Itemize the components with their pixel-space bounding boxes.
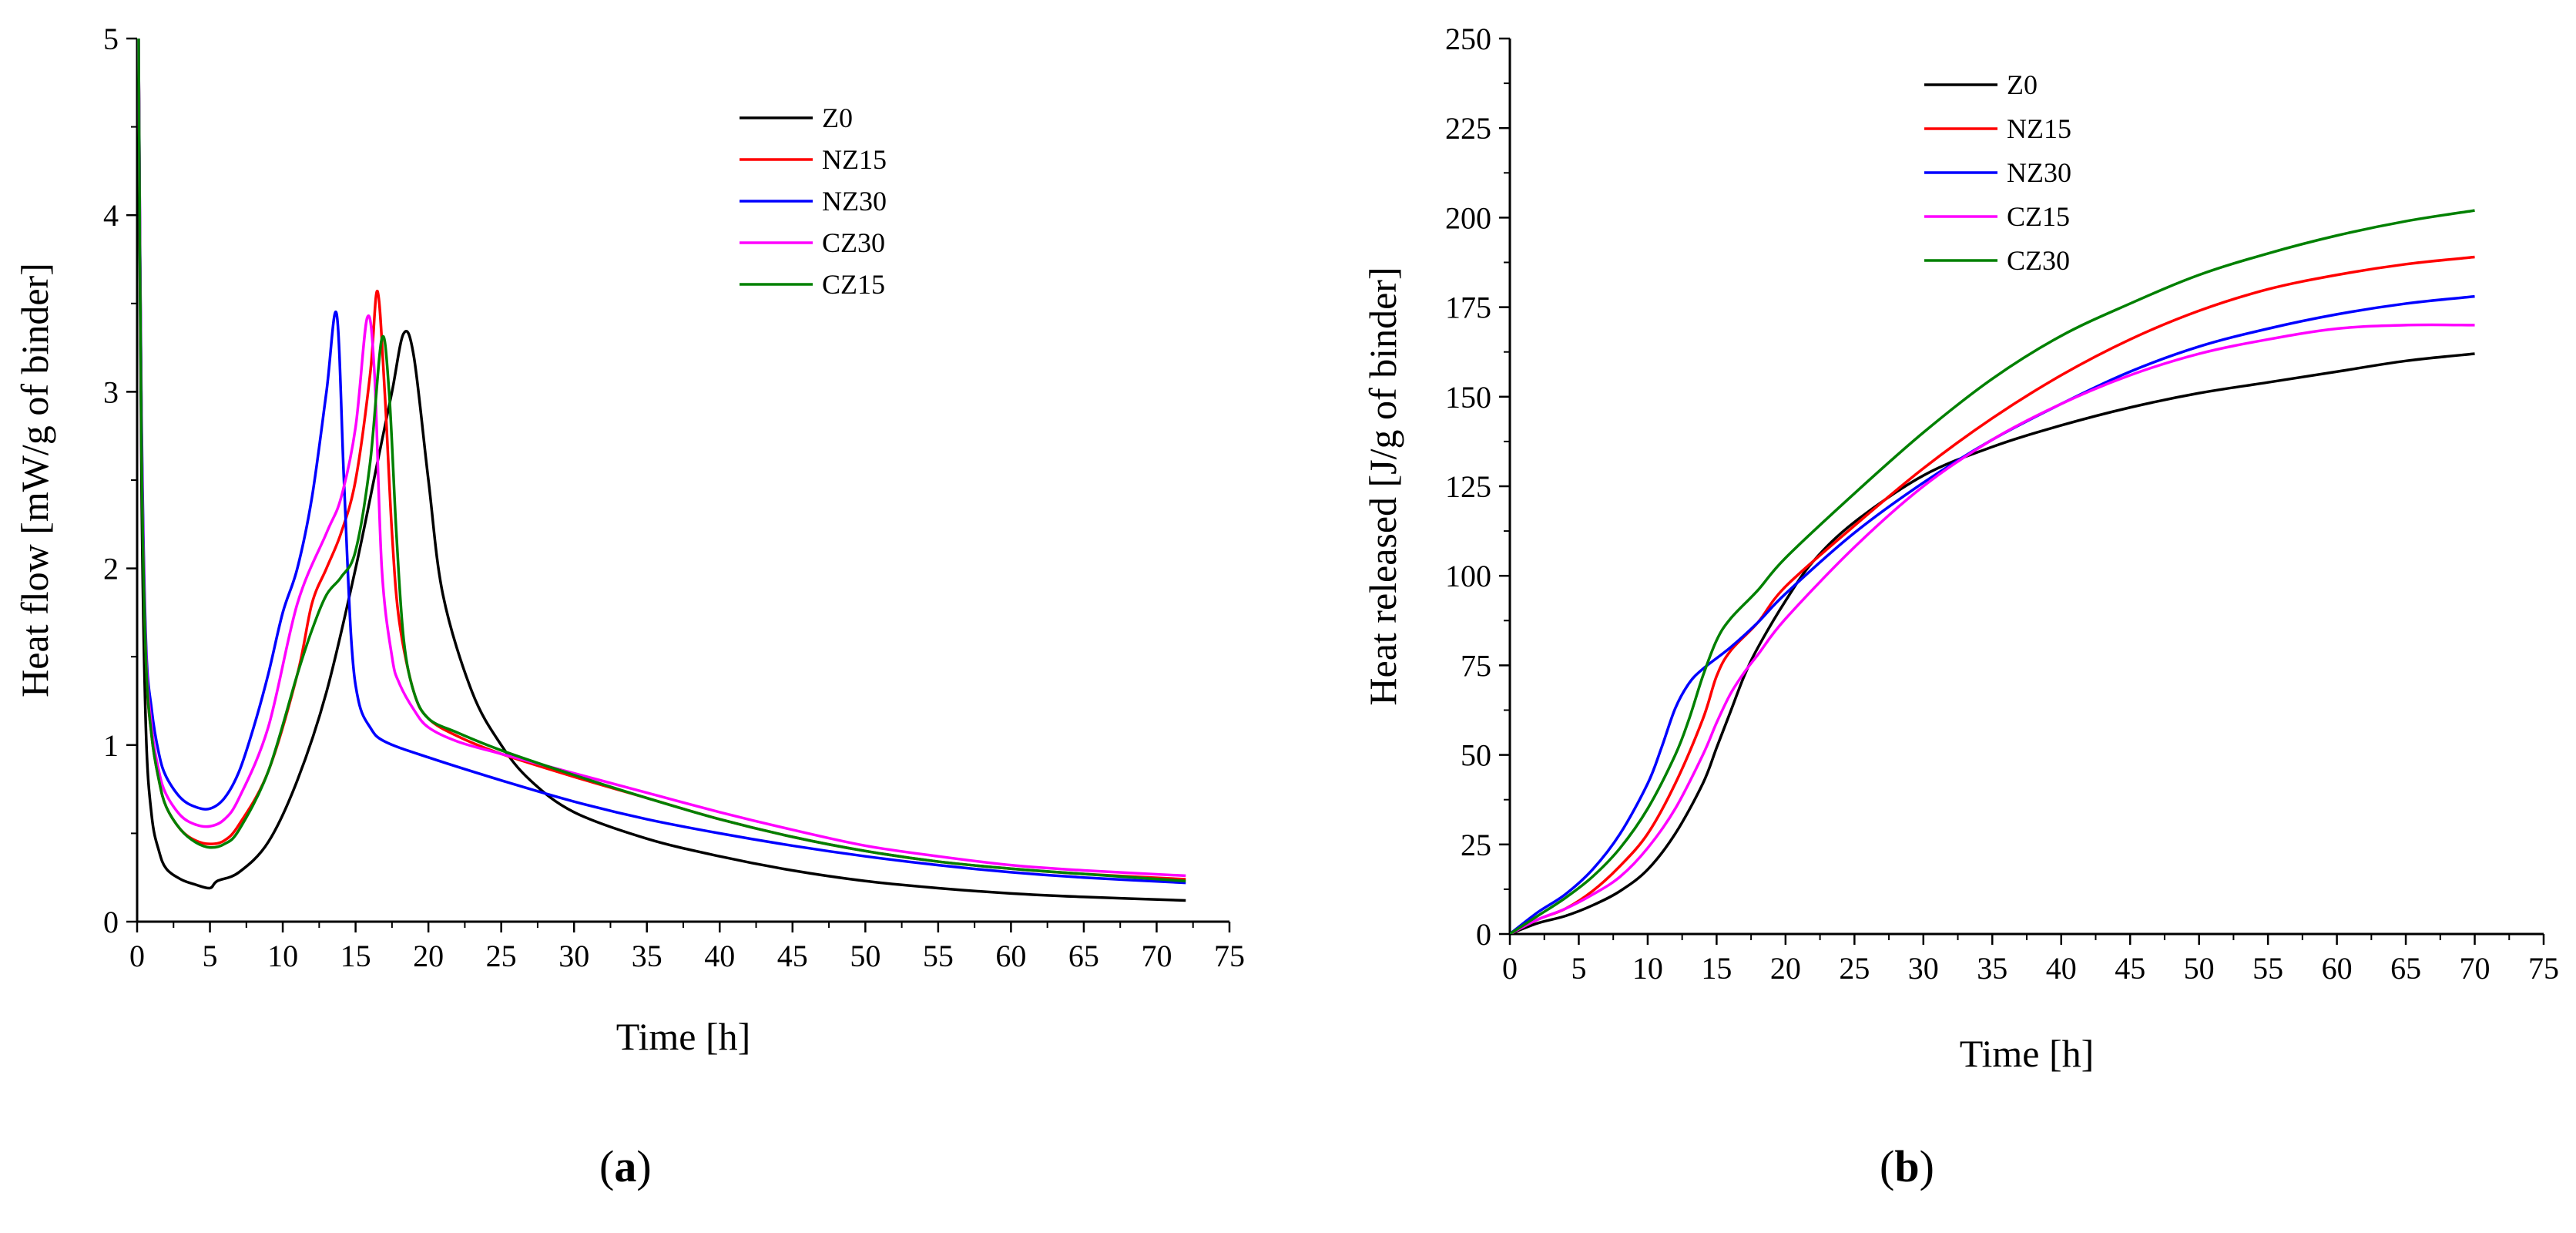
chart-b-y-tick-label: 175 [1445,291,1491,325]
chart-b-y-tick-label: 150 [1445,380,1491,415]
chart-a-x-tick-label: 70 [1141,939,1172,973]
chart-a-x-tick-label: 10 [267,939,298,973]
chart-b-series-nz15 [1510,255,2475,934]
chart-a-legend-label-z0: Z0 [822,102,853,133]
chart-a-series-cz30 [137,39,1186,878]
chart-b-y-tick-label: 50 [1461,738,1491,773]
chart-b-legend-label-cz15: CZ15 [2007,201,2070,232]
chart-a-legend-label-cz30: CZ30 [822,227,885,258]
chart-b-y-tick-label: 250 [1445,22,1491,56]
chart-a-x-tick-label: 60 [995,939,1026,973]
chart-a-series-cz15 [137,39,1186,883]
chart-a-x-axis-title: Time [h] [616,1015,751,1058]
chart-b-legend-label-cz30: CZ30 [2007,245,2070,276]
chart-a: 0 5 10 15 20 25 30 35 40 45 50 55 60 65 70 75012345Time… [13,22,1245,1058]
chart-b-legend-label-nz15: NZ15 [2007,113,2071,144]
chart-a-y-tick-label: 5 [103,22,119,56]
chart-b-y-tick-label: 125 [1445,469,1491,504]
chart-b-x-tick-label: 10 [1632,951,1663,986]
chart-a-y-tick-label: 1 [103,728,119,763]
chart-b-x-axis-title: Time [h] [1960,1032,2095,1075]
chart-b-x-tick-label: 30 [1908,951,1939,986]
chart-a-legend: Z0 NZ15 NZ30 CZ30 CZ15 [740,102,887,300]
chart-b-x-tick-label: 75 [2528,951,2559,986]
chart-a-series-z0 [137,39,1186,902]
chart-a-x-tick-label: 5 [203,939,218,973]
chart-b-legend-label-z0: Z0 [2007,69,2038,100]
panel-label-a: (a) [599,1141,652,1191]
chart-a-x-tick-label: 45 [777,939,808,973]
chart-b-x-tick-label: 50 [2184,951,2215,986]
chart-b-x-tick-label: 5 [1571,951,1586,986]
chart-b-x-tick-label: 40 [2046,951,2077,986]
chart-b-y-tick-label: 225 [1445,111,1491,146]
chart-b-x-tick-label: 70 [2460,951,2490,986]
chart-a-y-tick-label: 4 [103,198,119,233]
panel-label-b: (b) [1880,1141,1934,1191]
chart-a-legend-label-cz15: CZ15 [822,269,885,300]
chart-a-x-tick-label: 0 [129,939,145,973]
chart-b-y-tick-label: 25 [1461,828,1491,862]
chart-b-series-cz15 [1510,323,2475,934]
chart-a-y-axis-title: Heat flow [mW/g of binder] [13,263,56,697]
chart-a-series-nz30 [137,39,1186,885]
chart-b-legend-label-nz30: NZ30 [2007,157,2071,188]
panel-label-a-text: a [614,1141,637,1191]
panel-label-b-text: b [1894,1141,1920,1191]
chart-a-x-tick-label: 15 [340,939,371,973]
chart-b-x-tick-label: 15 [1701,951,1732,986]
chart-a-x-tick-label: 75 [1214,939,1245,973]
chart-b: 0 5 10 15 20 25 30 35 40 45 50 55 60 65 70 75 0 25 50 75 100… [1361,22,2559,1075]
chart-a-x-tick-label: 25 [486,939,517,973]
chart-b-legend: Z0 NZ15 NZ30 CZ15 CZ30 [1924,69,2071,276]
chart-a-legend-label-nz30: NZ30 [822,186,887,217]
chart-b-y-tick-label: 200 [1445,200,1491,235]
chart-b-y-axis-title: Heat released [J/g of binder] [1361,267,1404,705]
chart-a-y-tick-label: 2 [103,552,119,586]
chart-b-series-cz30 [1510,209,2475,934]
chart-a-x-tick-label: 65 [1068,939,1099,973]
chart-a-x-tick-label: 35 [632,939,662,973]
chart-a-legend-label-nz15: NZ15 [822,144,887,175]
chart-a-x-tick-label: 30 [558,939,589,973]
chart-a-x-tick-label: 40 [704,939,735,973]
chart-b-x-tick-label: 35 [1977,951,2007,986]
chart-b-x-tick-label: 55 [2252,951,2283,986]
chart-b-series-nz30 [1510,294,2475,934]
chart-b-x-tick-label: 45 [2115,951,2145,986]
chart-b-x-tick-label: 25 [1839,951,1870,986]
chart-a-x-tick-label: 20 [413,939,444,973]
chart-a-series-nz15 [137,39,1186,881]
chart-b-y-tick-label: 75 [1461,648,1491,683]
chart-a-x-tick-label: 50 [850,939,880,973]
chart-b-y-tick-label: 0 [1476,917,1491,952]
chart-b-x-tick-label: 60 [2322,951,2353,986]
chart-b-x-tick-label: 0 [1502,951,1518,986]
chart-a-y-tick-label: 3 [103,375,119,409]
chart-b-x-tick-label: 20 [1770,951,1801,986]
chart-b-x-tick-label: 65 [2390,951,2421,986]
chart-a-x-tick-label: 55 [923,939,954,973]
chart-b-y-tick-label: 100 [1445,559,1491,593]
chart-a-y-tick-label: 0 [103,905,119,939]
